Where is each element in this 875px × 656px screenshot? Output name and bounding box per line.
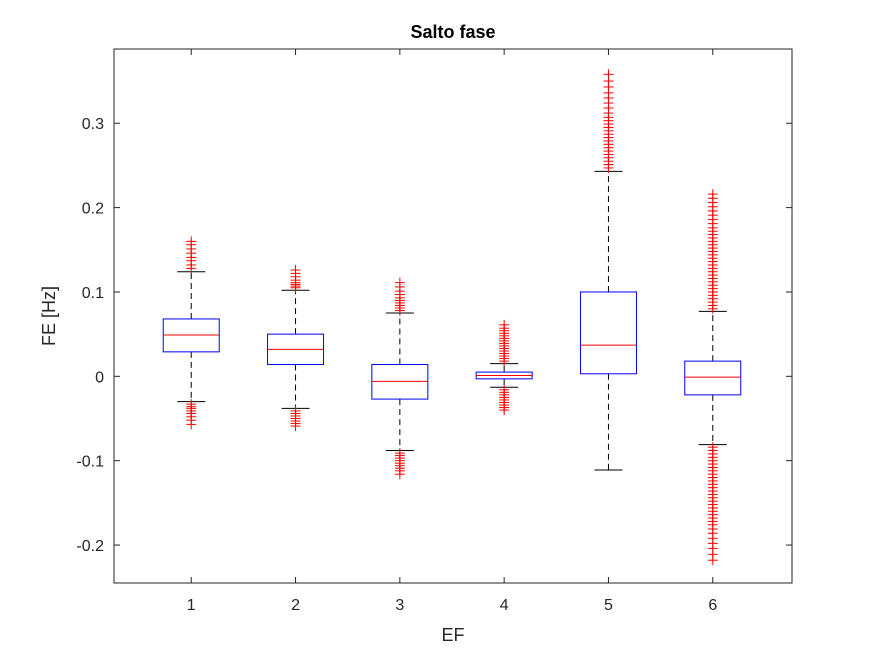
- x-tick-label-3: 3: [395, 597, 404, 614]
- x-tick-label-4: 4: [500, 597, 509, 614]
- outlier-high-1-7: [186, 236, 197, 247]
- outlier-low-1-7: [186, 419, 197, 430]
- box-6: [684, 360, 742, 396]
- y-tick-label-3: 0.1: [82, 285, 104, 302]
- y-tick-label-1: -0.1: [76, 454, 104, 471]
- y-tick-label-0: -0.2: [76, 538, 104, 555]
- outlier-low-4-8: [499, 405, 510, 416]
- outlier-high-6-32: [707, 189, 718, 200]
- y-tick-label-4: 0.2: [82, 201, 104, 218]
- outlier-high-2-7: [290, 265, 301, 276]
- y-tick-label-2: 0: [95, 369, 104, 386]
- box-5: [579, 291, 637, 375]
- chart-marks: [162, 69, 742, 566]
- x-axis-label: EF: [441, 625, 464, 645]
- outlier-low-3-8: [394, 469, 405, 480]
- y-axis-label: FE [Hz]: [39, 286, 59, 346]
- x-tick-label-1: 1: [187, 597, 196, 614]
- outlier-low-2-6: [290, 421, 301, 432]
- outlier-low-6-30: [707, 555, 718, 566]
- chart-title: Salto fase: [410, 22, 495, 42]
- x-tick-label-6: 6: [708, 597, 717, 614]
- outlier-high-3-9: [394, 277, 405, 288]
- axes: 1 2 3 4 5 6 -0.2 -0.1 0 0.1 0.2 0.3: [76, 48, 793, 614]
- y-tick-label-5: 0.3: [82, 116, 104, 133]
- x-tick-label-5: 5: [604, 597, 613, 614]
- x-tick-label-2: 2: [291, 597, 300, 614]
- outlier-high-4-14: [499, 319, 510, 330]
- plot-area: [114, 49, 792, 583]
- axes-frame: [113, 48, 793, 584]
- outlier-high-5-23: [603, 69, 614, 80]
